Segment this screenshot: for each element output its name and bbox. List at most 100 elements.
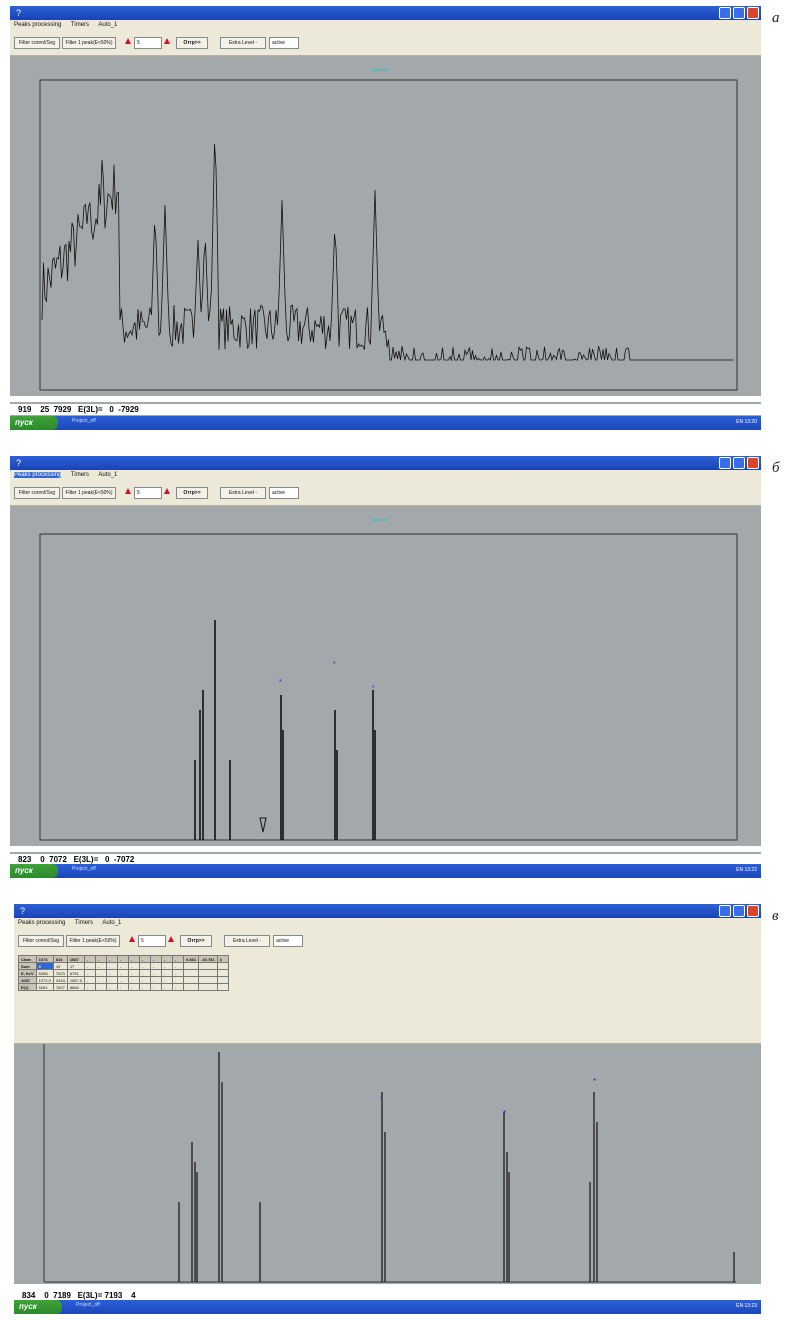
table-cell[interactable] — [183, 983, 200, 991]
close-icon[interactable] — [747, 7, 759, 19]
minimize-icon[interactable] — [719, 457, 731, 469]
table-cell[interactable]: - — [95, 955, 108, 963]
spin-input[interactable]: 5 — [134, 37, 162, 49]
table-cell[interactable] — [216, 983, 229, 991]
table-cell[interactable]: - — [150, 983, 163, 991]
filter-config-button[interactable]: Filter conrol/Svg — [18, 935, 64, 947]
table-cell[interactable]: 5268 — [35, 969, 54, 977]
extra-level-button[interactable]: Extra Level - — [220, 487, 266, 499]
minimize-icon[interactable] — [719, 7, 731, 19]
table-cell[interactable] — [216, 969, 229, 977]
table-cell[interactable]: - — [139, 962, 152, 970]
table-cell[interactable]: 3154 — [52, 976, 68, 984]
active-input[interactable]: active — [273, 935, 303, 947]
spin-down-icon[interactable] — [164, 38, 170, 44]
table-cell[interactable]: E(1) — [18, 983, 37, 991]
table-cell[interactable]: 1087 — [66, 955, 86, 963]
spin-input[interactable]: 5 — [138, 935, 166, 947]
table-cell[interactable]: - — [117, 962, 130, 970]
table-cell[interactable]: - — [117, 983, 130, 991]
graph-button[interactable]: Отгр>> — [180, 935, 212, 947]
minimize-icon[interactable] — [719, 905, 731, 917]
spin-down-icon[interactable] — [168, 936, 174, 942]
table-row[interactable]: E(1) 5261 7627 8666- - - - - - - - - — [18, 983, 229, 991]
table-cell[interactable]: 3 — [216, 955, 229, 963]
table-cell[interactable]: 19 — [52, 962, 68, 970]
table-cell[interactable] — [198, 969, 218, 977]
start-button[interactable]: пуск — [14, 1300, 62, 1314]
table-cell[interactable]: - — [117, 955, 130, 963]
active-input[interactable]: active — [269, 487, 299, 499]
table-cell[interactable] — [216, 976, 229, 984]
table-row[interactable]: 1087 1072.9 3154 1087.5- - - - - - - - - — [18, 976, 229, 984]
table-cell[interactable]: - — [128, 955, 141, 963]
filter-peak-button[interactable]: Filter 1 peak(E<50%) — [62, 37, 116, 49]
table-cell[interactable]: - — [128, 962, 141, 970]
maximize-icon[interactable] — [733, 457, 745, 469]
spin-down-icon[interactable] — [164, 488, 170, 494]
table-cell[interactable]: - — [161, 962, 174, 970]
taskbar-item[interactable]: Project_off — [76, 1302, 100, 1308]
table-cell[interactable]: - — [150, 962, 163, 970]
menu-auto[interactable]: Auto_1 — [102, 920, 122, 926]
table-cell[interactable]: Chan — [18, 955, 37, 963]
table-cell[interactable]: - — [95, 976, 108, 984]
graph-button[interactable]: Отгр>> — [176, 487, 208, 499]
spin-up-icon[interactable] — [129, 936, 135, 942]
table-cell[interactable] — [183, 976, 200, 984]
table-cell[interactable]: - — [172, 969, 185, 977]
menu-timers[interactable]: Timers — [70, 22, 90, 28]
spin-input[interactable]: 5 — [134, 487, 162, 499]
table-cell[interactable]: - — [84, 955, 97, 963]
table-cell[interactable]: - — [150, 976, 163, 984]
filter-config-button[interactable]: Filter conrol/Svg — [14, 37, 60, 49]
table-cell[interactable] — [198, 962, 218, 970]
menu-peaks-processing[interactable]: Peaks processing — [14, 472, 62, 478]
close-icon[interactable] — [747, 905, 759, 917]
table-cell[interactable]: 1087 — [18, 976, 37, 984]
table-cell[interactable]: - — [128, 983, 141, 991]
table-cell[interactable]: - — [84, 983, 97, 991]
peaks-table[interactable]: Chan 1073 816 1087- - - - - - - - -0.861 -30.781 3 Sum… — [18, 955, 229, 991]
table-cell[interactable]: - — [161, 976, 174, 984]
table-cell[interactable]: - — [172, 976, 185, 984]
table-cell[interactable]: 8751 — [66, 969, 86, 977]
table-cell[interactable] — [198, 983, 218, 991]
table-cell[interactable]: - — [128, 969, 141, 977]
table-cell[interactable]: 8666 — [66, 983, 86, 991]
table-cell[interactable]: 816 — [52, 955, 68, 963]
table-cell[interactable]: - — [139, 983, 152, 991]
filter-peak-button[interactable]: Filter 1 peak(E<50%) — [62, 487, 116, 499]
table-cell[interactable]: -30.781 — [198, 955, 218, 963]
table-cell[interactable]: E, KeV — [18, 969, 37, 977]
table-cell[interactable]: - — [84, 962, 97, 970]
table-cell[interactable]: - — [150, 969, 163, 977]
graph-button[interactable]: Отгр>> — [176, 37, 208, 49]
table-cell[interactable]: - — [106, 962, 119, 970]
start-button[interactable]: пуск — [10, 864, 58, 878]
table-row[interactable]: Sum 8 19 17- - - - - - - - - — [18, 962, 229, 970]
spin-up-icon[interactable] — [125, 488, 131, 494]
table-cell[interactable]: - — [150, 955, 163, 963]
table-cell[interactable]: 8 — [35, 962, 54, 970]
table-cell[interactable]: - — [117, 969, 130, 977]
filter-config-button[interactable]: Filter conrol/Svg — [14, 487, 60, 499]
table-cell[interactable]: - — [106, 969, 119, 977]
start-button[interactable]: пуск — [10, 416, 58, 430]
menu-auto[interactable]: Auto_1 — [98, 22, 118, 28]
table-cell[interactable]: - — [161, 969, 174, 977]
extra-level-button[interactable]: Extra Level - — [220, 37, 266, 49]
table-cell[interactable]: 1073 — [35, 955, 54, 963]
table-cell[interactable]: - — [106, 983, 119, 991]
table-cell[interactable]: - — [84, 976, 97, 984]
table-cell[interactable] — [183, 969, 200, 977]
table-cell[interactable]: 1087.5 — [66, 976, 86, 984]
table-cell[interactable] — [183, 962, 200, 970]
menu-peaks-processing[interactable]: Peaks processing — [18, 920, 66, 926]
table-cell[interactable]: - — [172, 983, 185, 991]
table-cell[interactable]: 7627 — [52, 983, 68, 991]
table-cell[interactable]: - — [106, 955, 119, 963]
table-cell[interactable]: - — [84, 969, 97, 977]
maximize-icon[interactable] — [733, 905, 745, 917]
table-cell[interactable]: - — [172, 962, 185, 970]
